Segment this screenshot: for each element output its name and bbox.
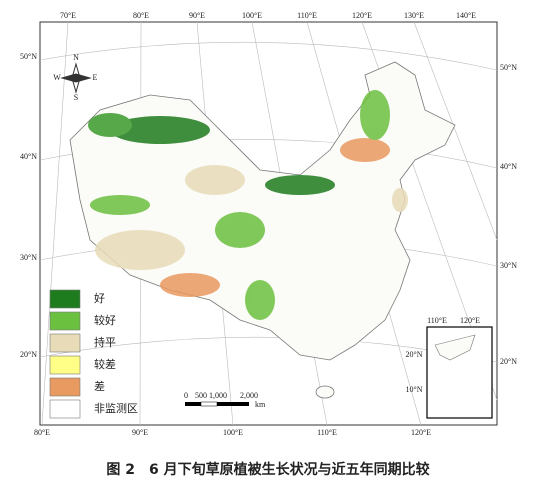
- legend-label: 非监测区: [94, 402, 138, 415]
- inset-label: 120°E: [460, 316, 480, 325]
- scale-label: 500: [195, 391, 207, 400]
- bottom-coord-label: 100°E: [223, 428, 243, 437]
- left-coord-label: 30°N: [20, 253, 37, 262]
- right-coord-label: 40°N: [500, 162, 517, 171]
- scale-label: 2,000: [240, 391, 258, 400]
- compass-n: N: [73, 53, 79, 62]
- inset-label: 110°E: [427, 316, 447, 325]
- legend-swatch: [49, 399, 81, 419]
- legend-swatch: [49, 355, 81, 375]
- scale-label: 1,000: [209, 391, 227, 400]
- top-coord-label: 70°E: [60, 11, 76, 20]
- left-coord-label: 40°N: [20, 152, 37, 161]
- bottom-coord-label: 90°E: [132, 428, 148, 437]
- top-coord-label: 130°E: [404, 11, 424, 20]
- top-coord-label: 100°E: [242, 11, 262, 20]
- legend-label: 较好: [94, 313, 116, 327]
- left-coord-label: 50°N: [20, 52, 37, 61]
- top-coord-label: 110°E: [297, 11, 317, 20]
- bottom-coord-label: 110°E: [317, 428, 337, 437]
- legend-label: 持平: [94, 335, 116, 349]
- legend-swatch: [49, 289, 81, 309]
- right-coord-label: 30°N: [500, 261, 517, 270]
- top-coord-label: 140°E: [456, 11, 476, 20]
- legend-label: 较差: [94, 357, 116, 371]
- scale-unit: km: [255, 400, 266, 409]
- caption: 图 2 6 月下旬草原植被生长状况与近五年同期比较: [106, 461, 429, 478]
- right-coord-label: 50°N: [500, 63, 517, 72]
- legend-label: 好: [94, 291, 105, 305]
- inset-coast: [434, 334, 476, 361]
- legend-label: 差: [94, 379, 105, 393]
- compass: [60, 62, 92, 94]
- compass-w: W: [53, 73, 61, 82]
- island: [315, 385, 335, 399]
- top-coord-label: 90°E: [189, 11, 205, 20]
- top-coord-label: 120°E: [352, 11, 372, 20]
- legend-swatch: [49, 311, 81, 331]
- bottom-coord-label: 80°E: [34, 428, 50, 437]
- legend-swatch: [49, 333, 81, 353]
- inset-label: 20°N: [406, 350, 423, 359]
- scale-bar: [185, 401, 249, 407]
- left-coord-label: 20°N: [20, 350, 37, 359]
- top-coord-label: 80°E: [133, 11, 149, 20]
- right-coord-label: 20°N: [500, 357, 517, 366]
- inset-label: 10°N: [406, 385, 423, 394]
- bottom-coord-label: 120°E: [411, 428, 431, 437]
- vegetation-patches: [88, 90, 408, 320]
- legend-swatch: [49, 377, 81, 397]
- scale-label: 0: [184, 391, 188, 400]
- compass-e: E: [93, 73, 98, 82]
- compass-s: S: [74, 93, 78, 102]
